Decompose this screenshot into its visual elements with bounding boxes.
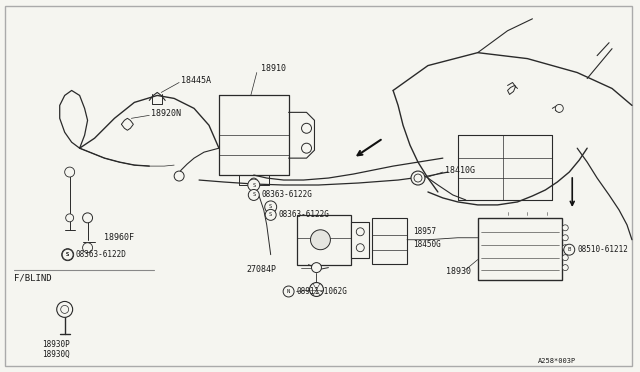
Circle shape — [563, 264, 568, 270]
Text: N: N — [287, 289, 290, 294]
Circle shape — [411, 171, 425, 185]
Text: S: S — [252, 192, 255, 198]
Circle shape — [65, 167, 75, 177]
Circle shape — [61, 305, 68, 313]
Text: 18930: 18930 — [446, 267, 471, 276]
Text: 08363-6122G: 08363-6122G — [278, 210, 330, 219]
Text: 18450G: 18450G — [413, 240, 441, 249]
Circle shape — [564, 244, 575, 255]
Circle shape — [83, 213, 93, 223]
Text: 27084P: 27084P — [247, 265, 277, 274]
Circle shape — [62, 249, 73, 260]
Text: 18960F: 18960F — [104, 233, 134, 242]
Circle shape — [310, 230, 330, 250]
Text: 18910: 18910 — [260, 64, 285, 73]
Circle shape — [563, 245, 568, 251]
Text: 18410G: 18410G — [445, 166, 475, 174]
Circle shape — [283, 286, 294, 297]
Circle shape — [66, 214, 74, 222]
Text: S: S — [269, 204, 272, 209]
Text: F/BLIND: F/BLIND — [14, 273, 52, 282]
Text: 08510-61212: 08510-61212 — [577, 245, 628, 254]
Text: 08363-6122D: 08363-6122D — [76, 250, 127, 259]
Circle shape — [61, 249, 74, 261]
Circle shape — [265, 201, 276, 213]
Bar — [351, 222, 369, 258]
Circle shape — [356, 228, 364, 236]
Circle shape — [57, 301, 73, 317]
Bar — [372, 218, 407, 264]
Circle shape — [250, 178, 258, 186]
Text: 18930P: 18930P — [42, 340, 70, 349]
Circle shape — [174, 171, 184, 181]
Text: 08363-6122G: 08363-6122G — [262, 190, 312, 199]
Text: 18445A: 18445A — [181, 76, 211, 85]
Text: S: S — [269, 212, 272, 217]
Circle shape — [301, 143, 312, 153]
Text: S: S — [66, 252, 69, 257]
Circle shape — [563, 235, 568, 241]
Text: S: S — [66, 252, 69, 257]
Text: A258*003P: A258*003P — [538, 358, 575, 364]
Bar — [296, 215, 351, 264]
Circle shape — [248, 189, 259, 201]
Circle shape — [556, 105, 563, 112]
Text: 18930Q: 18930Q — [42, 350, 70, 359]
Text: 18957: 18957 — [413, 227, 436, 236]
Circle shape — [414, 174, 422, 182]
Circle shape — [310, 282, 323, 296]
Text: 18920N: 18920N — [151, 109, 181, 118]
Circle shape — [563, 255, 568, 261]
Circle shape — [356, 244, 364, 252]
Circle shape — [301, 123, 312, 133]
Bar — [477, 218, 563, 279]
Text: S: S — [252, 183, 255, 187]
Circle shape — [83, 243, 93, 253]
Circle shape — [563, 225, 568, 231]
Circle shape — [312, 263, 321, 273]
Circle shape — [265, 209, 276, 220]
Text: B: B — [568, 247, 571, 252]
Circle shape — [248, 179, 260, 191]
Text: 08911-1062G: 08911-1062G — [296, 287, 348, 296]
